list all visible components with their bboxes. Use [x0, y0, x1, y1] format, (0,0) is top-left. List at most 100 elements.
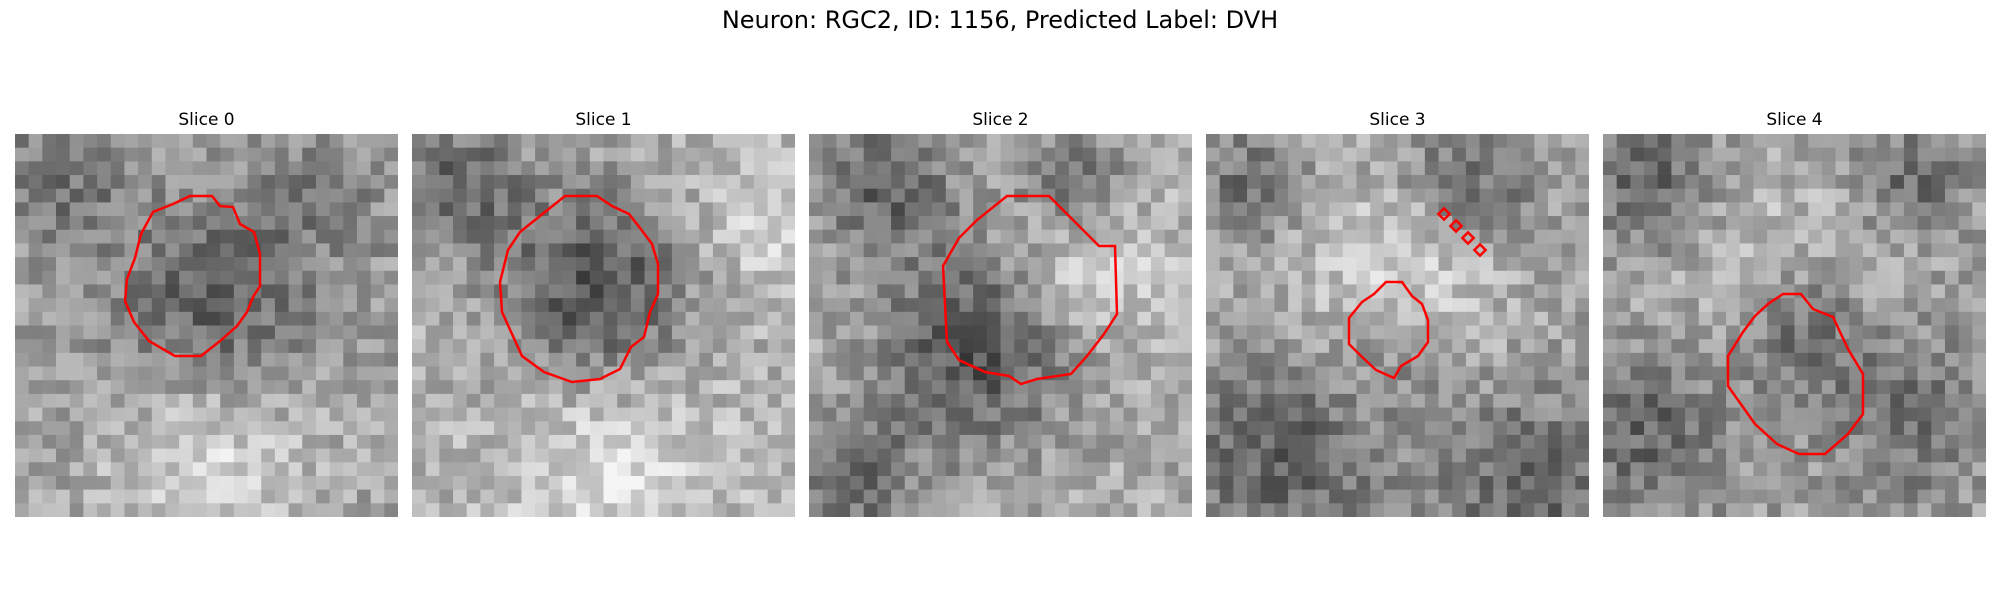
image-pixel	[535, 393, 550, 409]
image-pixel	[1082, 380, 1097, 395]
image-pixel	[233, 284, 249, 299]
image-pixel	[726, 270, 741, 286]
image-pixel	[1931, 216, 1946, 231]
image-pixel	[15, 243, 30, 258]
image-pixel	[1329, 421, 1344, 436]
image-pixel	[1356, 448, 1371, 463]
image-pixel	[315, 257, 331, 272]
image-pixel	[699, 202, 714, 217]
image-pixel	[1671, 352, 1686, 368]
image-pixel	[288, 393, 303, 409]
image-pixel	[1644, 503, 1659, 517]
image-pixel	[548, 448, 564, 463]
image-pixel	[1547, 270, 1563, 286]
image-pixel	[1301, 393, 1317, 409]
image-pixel	[1274, 489, 1289, 504]
image-pixel	[1890, 339, 1905, 354]
image-pixel	[535, 475, 550, 491]
image-pixel	[69, 298, 84, 313]
image-pixel	[1055, 421, 1070, 436]
image-pixel	[877, 448, 892, 463]
image-pixel	[1288, 188, 1303, 203]
image-pixel	[1452, 475, 1467, 491]
image-pixel	[809, 188, 824, 203]
image-pixel	[685, 339, 700, 354]
image-pixel	[110, 434, 126, 450]
image-pixel	[918, 229, 933, 245]
image-pixel	[480, 175, 495, 190]
image-pixel	[15, 298, 30, 313]
image-pixel	[1438, 462, 1453, 477]
image-pixel	[617, 175, 632, 190]
image-pixel	[1233, 175, 1248, 190]
image-pixel	[1288, 407, 1303, 422]
image-pixel	[699, 352, 714, 368]
image-pixel	[1137, 489, 1152, 504]
image-pixel	[1109, 311, 1125, 327]
image-pixel	[1534, 448, 1549, 463]
image-pixel	[1000, 270, 1015, 286]
image-pixel	[1794, 243, 1809, 258]
image-pixel	[1383, 421, 1399, 436]
image-pixel	[1712, 421, 1727, 436]
image-pixel	[56, 407, 71, 422]
image-pixel	[535, 229, 550, 245]
image-pixel	[1575, 380, 1589, 395]
image-pixel	[1109, 257, 1125, 272]
image-pixel	[42, 257, 57, 272]
image-pixel	[1055, 462, 1070, 477]
image-pixel	[1931, 380, 1946, 395]
image-pixel	[494, 393, 509, 409]
image-pixel	[1575, 421, 1589, 436]
image-pixel	[753, 134, 769, 149]
image-pixel	[83, 407, 98, 422]
image-pixel	[1424, 448, 1440, 463]
image-pixel	[1944, 434, 1960, 450]
image-pixel	[1096, 270, 1111, 286]
image-pixel	[1452, 229, 1467, 245]
image-pixel	[1575, 503, 1589, 517]
image-pixel	[288, 407, 303, 422]
image-pixel	[1068, 462, 1084, 477]
image-pixel	[1000, 352, 1015, 368]
image-pixel	[863, 366, 878, 381]
image-pixel	[83, 352, 98, 368]
image-pixel	[1520, 229, 1535, 245]
image-pixel	[1739, 489, 1755, 504]
image-pixel	[959, 202, 974, 217]
image-pixel	[973, 298, 988, 313]
image-pixel	[548, 298, 564, 313]
image-pixel	[699, 339, 714, 354]
image-pixel	[1342, 270, 1358, 286]
image-pixel	[1109, 366, 1125, 381]
image-pixel	[1698, 175, 1714, 190]
image-pixel	[1561, 489, 1576, 504]
image-pixel	[1041, 475, 1056, 491]
image-pixel	[932, 284, 947, 299]
image-pixel	[1493, 257, 1508, 272]
image-pixel	[425, 188, 440, 203]
image-pixel	[740, 134, 755, 149]
image-pixel	[1055, 434, 1070, 450]
image-pixel	[233, 503, 249, 517]
image-pixel	[1671, 475, 1686, 491]
image-pixel	[1958, 421, 1973, 436]
image-pixel	[1247, 243, 1262, 258]
image-pixel	[699, 448, 714, 463]
image-pixel	[1616, 284, 1631, 299]
image-pixel	[343, 448, 358, 463]
image-pixel	[466, 407, 481, 422]
image-pixel	[1329, 489, 1344, 504]
image-pixel	[562, 161, 577, 176]
image-pixel	[1164, 407, 1179, 422]
image-pixel	[959, 243, 974, 258]
image-pixel	[1014, 325, 1029, 340]
image-pixel	[1903, 393, 1919, 409]
image-pixel	[548, 175, 564, 190]
image-pixel	[740, 229, 755, 245]
image-pixel	[521, 434, 536, 450]
image-pixel	[233, 407, 249, 422]
image-pixel	[1561, 311, 1576, 327]
image-pixel	[356, 475, 372, 491]
image-pixel	[891, 270, 906, 286]
